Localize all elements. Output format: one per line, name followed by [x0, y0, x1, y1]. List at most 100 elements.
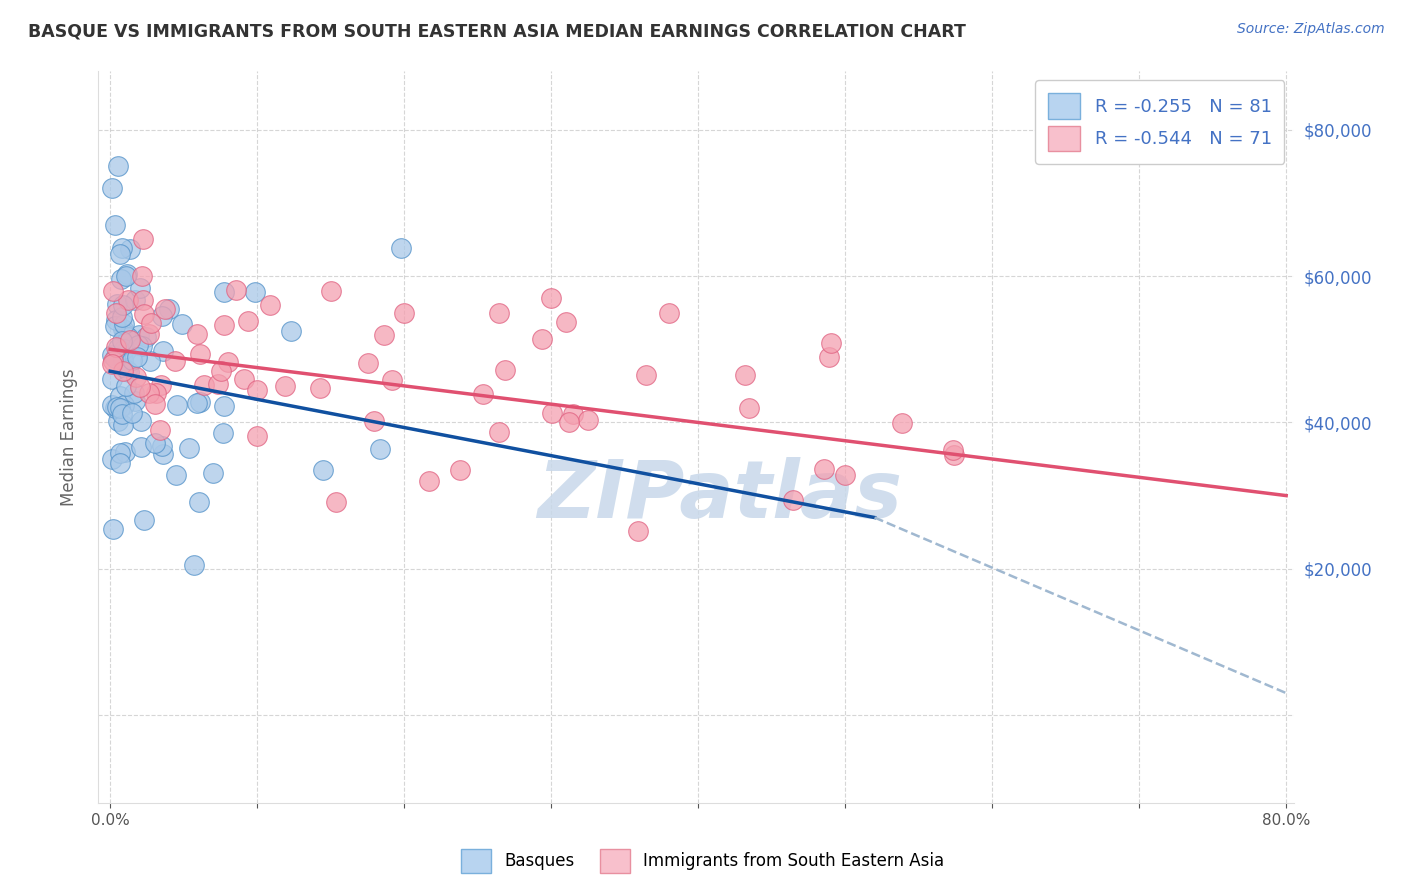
Point — [110, 446, 132, 460]
Point — [138, 327, 160, 342]
Point — [150, 309, 173, 323]
Point — [658, 306, 681, 320]
Point — [280, 324, 302, 338]
Point — [212, 285, 235, 300]
Point — [105, 341, 128, 355]
Point — [232, 372, 254, 386]
Point — [246, 429, 269, 443]
Point — [236, 314, 259, 328]
Legend: Basques, Immigrants from South Eastern Asia: Basques, Immigrants from South Eastern A… — [454, 842, 952, 880]
Point — [101, 348, 124, 362]
Point — [121, 352, 143, 367]
Point — [105, 400, 128, 414]
Point — [177, 441, 200, 455]
Point — [107, 160, 129, 174]
Point — [214, 399, 236, 413]
Point — [813, 462, 835, 476]
Point — [225, 283, 247, 297]
Point — [110, 272, 132, 286]
Point — [373, 327, 395, 342]
Point — [122, 386, 145, 401]
Point — [112, 342, 135, 356]
Point — [111, 363, 134, 377]
Point — [471, 387, 494, 401]
Point — [128, 380, 150, 394]
Point — [124, 293, 146, 307]
Point — [942, 443, 965, 458]
Point — [634, 368, 657, 382]
Point — [110, 456, 132, 470]
Point — [488, 425, 510, 440]
Point — [120, 333, 142, 347]
Point — [183, 558, 205, 572]
Point — [418, 474, 440, 488]
Point — [110, 247, 132, 261]
Point — [115, 269, 138, 284]
Point — [149, 424, 172, 438]
Point — [193, 377, 215, 392]
Point — [104, 401, 127, 416]
Point — [312, 462, 335, 476]
Point — [555, 315, 578, 329]
Point — [115, 363, 138, 377]
Point — [129, 440, 152, 454]
Point — [820, 335, 842, 350]
Point — [114, 398, 136, 412]
Point — [153, 301, 176, 316]
Point — [150, 377, 173, 392]
Point — [115, 379, 138, 393]
Point — [110, 389, 132, 403]
Point — [143, 436, 166, 450]
Point — [101, 284, 124, 298]
Point — [214, 318, 236, 332]
Point — [141, 316, 163, 330]
Point — [530, 332, 553, 346]
Point — [111, 241, 134, 255]
Point — [100, 181, 122, 195]
Point — [114, 327, 136, 342]
Point — [131, 269, 153, 284]
Point — [120, 242, 142, 256]
Point — [117, 330, 139, 344]
Point — [540, 291, 562, 305]
Point — [112, 298, 135, 312]
Point — [309, 381, 332, 395]
Point — [121, 406, 143, 420]
Point — [108, 401, 131, 415]
Point — [118, 366, 141, 380]
Point — [100, 398, 122, 412]
Point — [111, 322, 134, 336]
Point — [129, 280, 152, 294]
Point — [107, 341, 129, 355]
Point — [135, 329, 157, 343]
Point — [734, 368, 756, 382]
Point — [112, 317, 135, 331]
Point — [114, 343, 136, 358]
Point — [165, 468, 187, 483]
Legend: R = -0.255   N = 81, R = -0.544   N = 71: R = -0.255 N = 81, R = -0.544 N = 71 — [1035, 80, 1285, 164]
Point — [325, 495, 347, 509]
Point — [488, 306, 510, 320]
Point — [834, 467, 856, 482]
Point — [211, 426, 233, 441]
Point — [363, 414, 385, 428]
Point — [107, 414, 129, 428]
Point — [105, 297, 128, 311]
Text: BASQUE VS IMMIGRANTS FROM SOUTH EASTERN ASIA MEDIAN EARNINGS CORRELATION CHART: BASQUE VS IMMIGRANTS FROM SOUTH EASTERN … — [28, 22, 966, 40]
Point — [163, 353, 186, 368]
Point — [217, 355, 239, 369]
Point — [357, 356, 380, 370]
Point — [627, 524, 650, 538]
Point — [186, 396, 208, 410]
Point — [138, 386, 160, 401]
Point — [890, 416, 912, 430]
Point — [576, 413, 599, 427]
Point — [370, 442, 392, 456]
Point — [380, 373, 402, 387]
Point — [134, 308, 156, 322]
Point — [105, 306, 128, 320]
Point — [100, 372, 122, 386]
Point — [152, 344, 174, 359]
Point — [818, 350, 841, 364]
Point — [449, 463, 471, 477]
